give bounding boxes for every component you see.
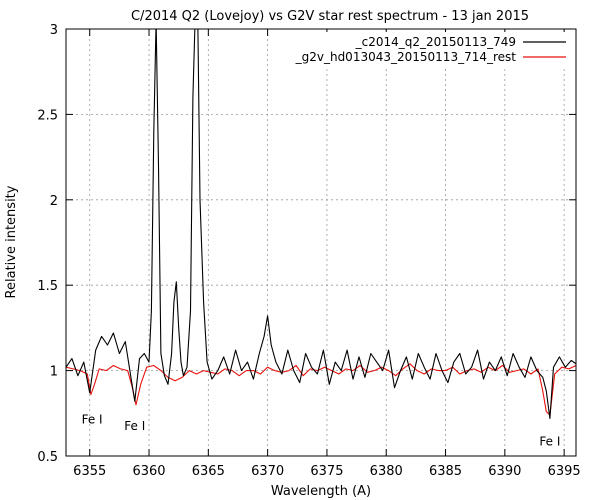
- y-tick-label: 1: [50, 365, 58, 380]
- y-tick-label: 1.5: [37, 279, 58, 294]
- annotation-label: Fe I: [82, 412, 103, 426]
- series-g2v-star-line: [66, 363, 576, 416]
- y-tick-label: 0.5: [37, 450, 58, 465]
- legend-label-g2v-star: _g2v_hd013043_20150113_714_rest: [295, 50, 517, 64]
- legend-label-comet: _c2014_q2_20150113_749: [355, 35, 516, 49]
- x-tick-label: 6360: [132, 464, 165, 479]
- annotation-label: Fe I: [124, 419, 145, 433]
- annotations: Fe I Fe I Fe I: [82, 412, 561, 448]
- series-comet-line: [66, 29, 576, 419]
- x-tick-label: 6355: [73, 464, 106, 479]
- x-tick-label: 6385: [429, 464, 462, 479]
- y-axis-label: Relative intensity: [4, 185, 19, 298]
- x-tick-label: 6370: [251, 464, 284, 479]
- y-tick-label: 2: [50, 194, 58, 209]
- x-tick-label: 6380: [370, 464, 403, 479]
- annotation-label: Fe I: [539, 435, 560, 449]
- x-tick-label: 6375: [310, 464, 343, 479]
- y-tick-label: 3: [50, 23, 58, 38]
- chart-title: C/2014 Q2 (Lovejoy) vs G2V star rest spe…: [131, 9, 529, 24]
- x-tick-label: 6395: [548, 464, 581, 479]
- y-tick-label: 2.5: [37, 108, 58, 123]
- legend: _c2014_q2_20150113_749 _g2v_hd013043_201…: [271, 32, 571, 66]
- x-tick-label: 6365: [192, 464, 225, 479]
- legend-background: [271, 32, 571, 66]
- plot-frame: [65, 28, 577, 457]
- series-lines: [66, 29, 576, 419]
- axis-ticks: 6355 6360 6365 6370 6375 6380 6385 6390 6395 0.5 1…: [37, 23, 580, 479]
- x-axis-label: Wavelength (A): [271, 484, 371, 499]
- grid: [66, 29, 576, 456]
- x-tick-label: 6390: [488, 464, 521, 479]
